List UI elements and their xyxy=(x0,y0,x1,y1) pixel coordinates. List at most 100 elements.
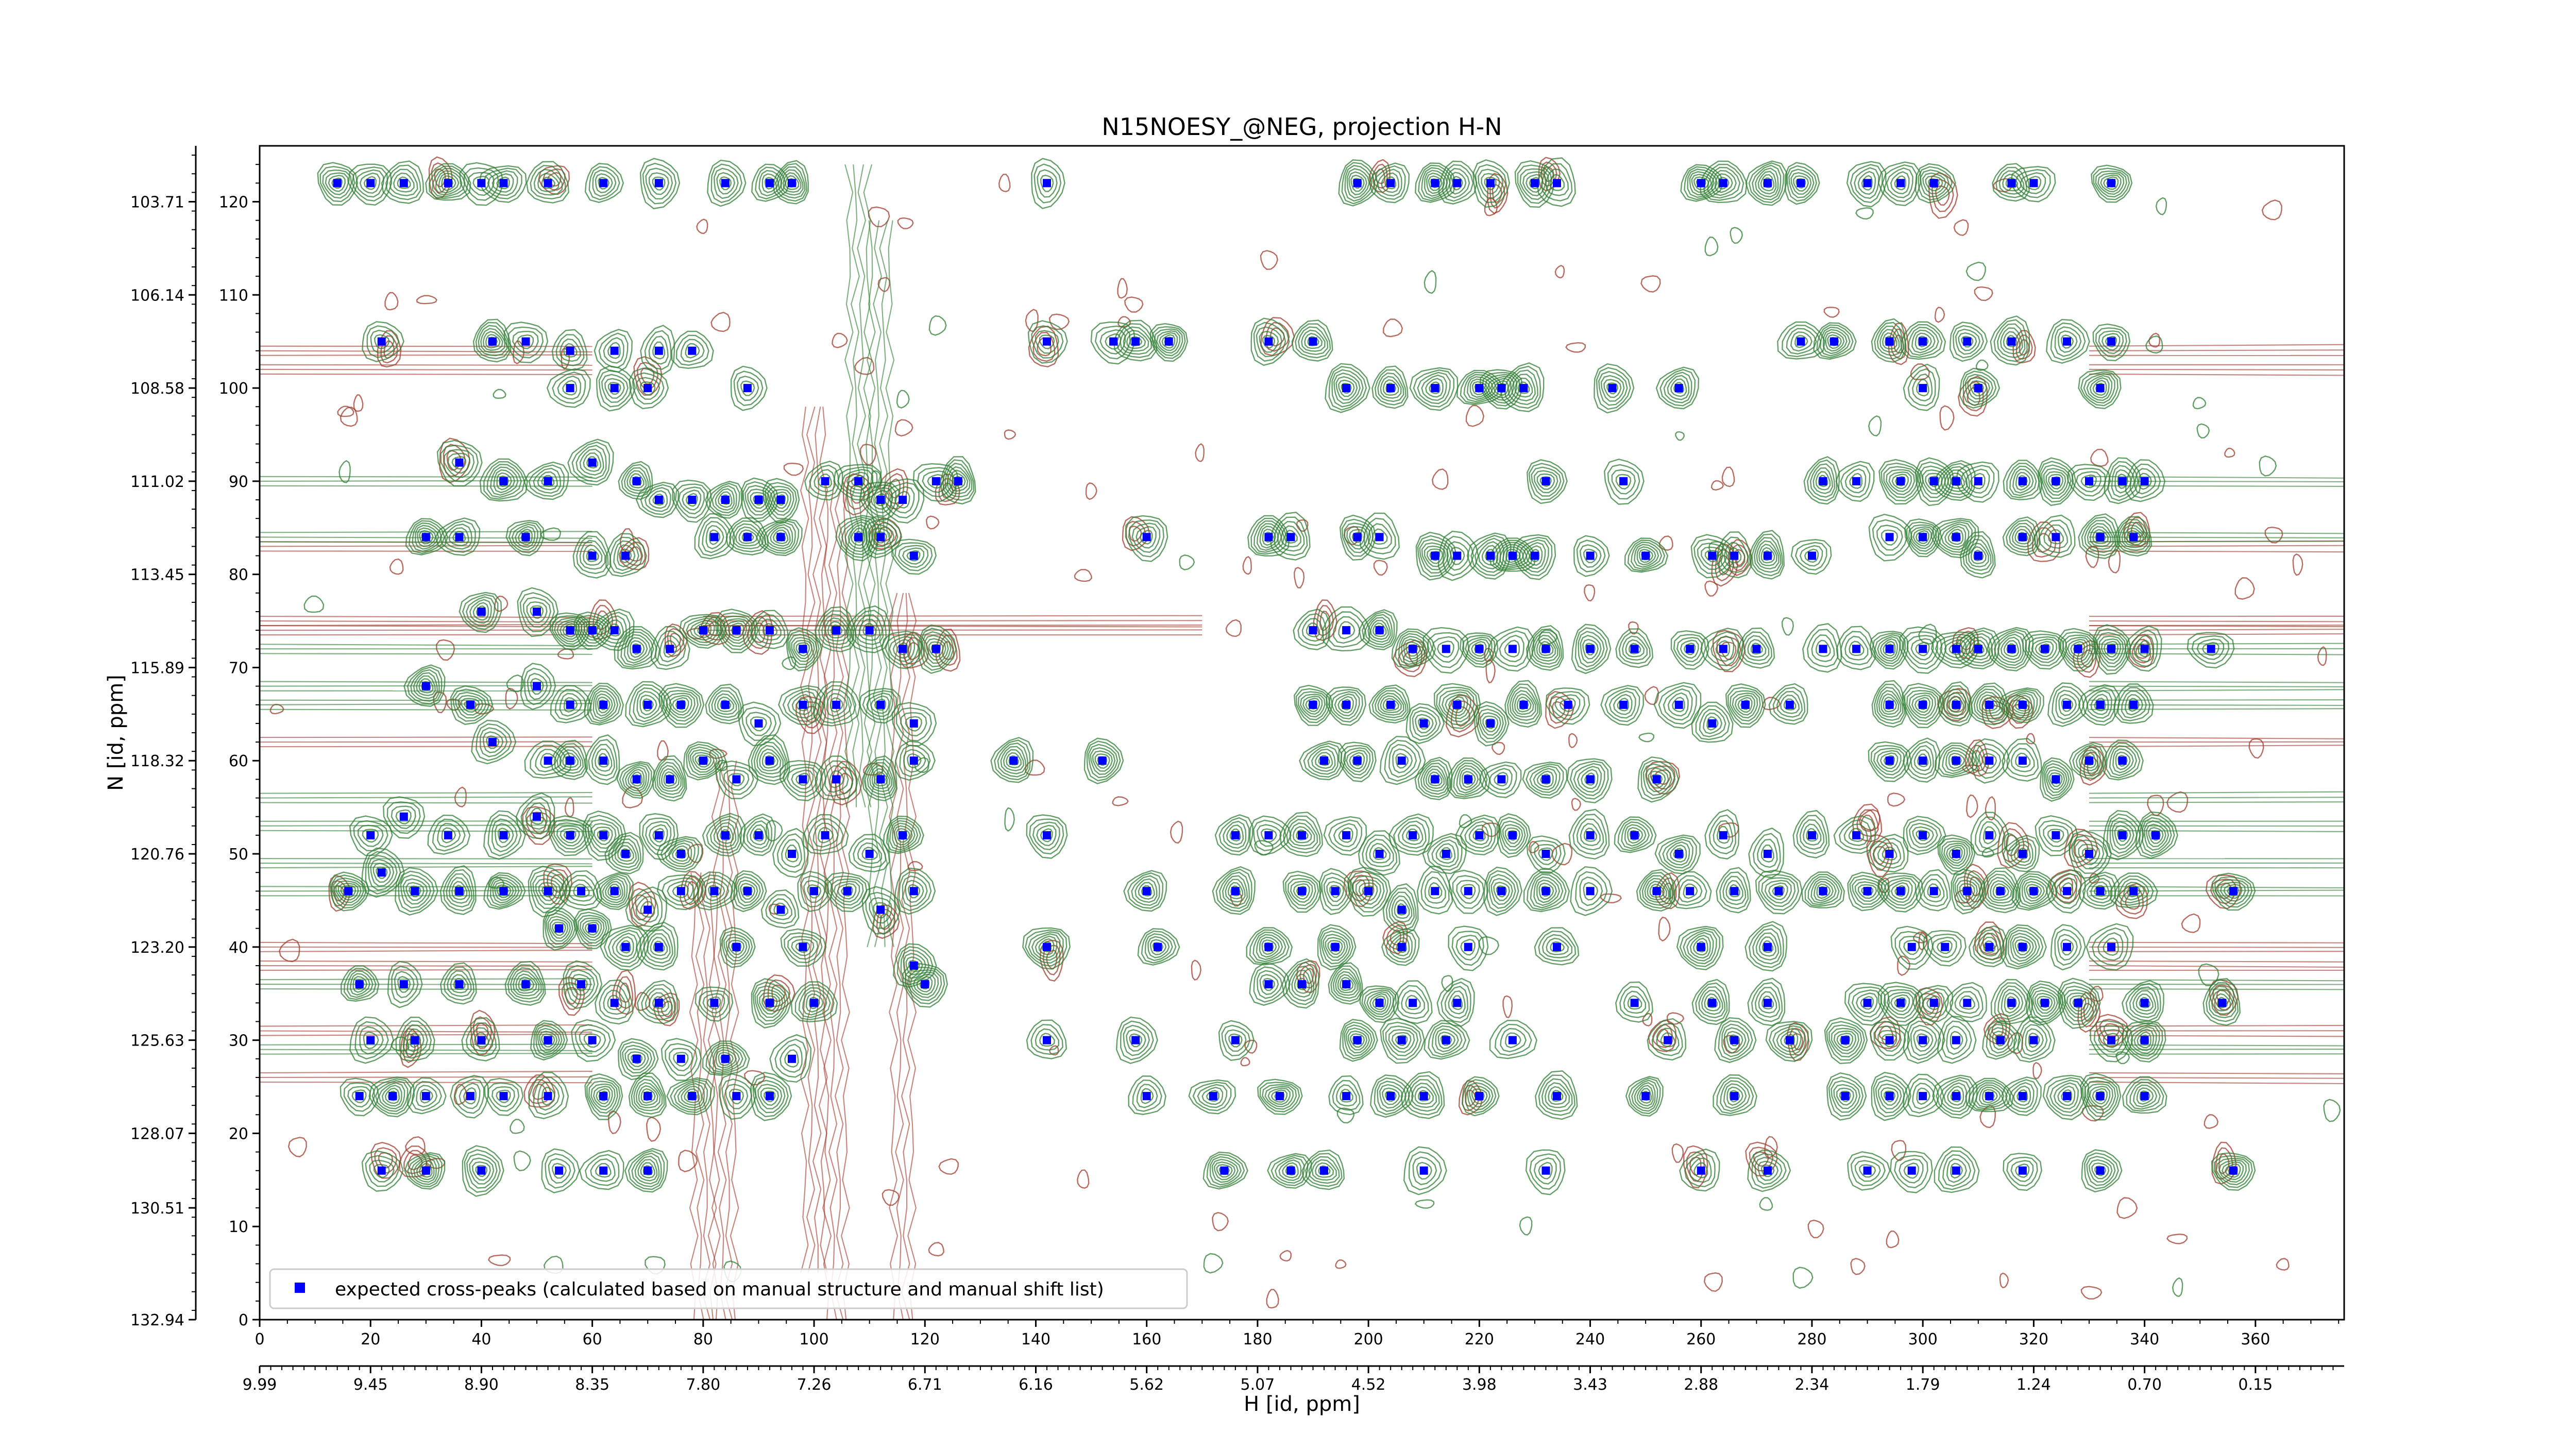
contour-line xyxy=(612,969,636,1015)
contour-ridge xyxy=(812,407,822,1273)
contour-line xyxy=(1424,877,1446,904)
expected-peak-marker xyxy=(1431,179,1439,188)
contour-line xyxy=(2133,1029,2155,1051)
expected-peak-marker xyxy=(1541,850,1550,858)
contour-line xyxy=(2220,882,2246,902)
contour-line xyxy=(2013,844,2031,863)
contour-line xyxy=(697,874,734,908)
contour-line xyxy=(894,867,936,915)
expected-peak-marker xyxy=(1852,831,1861,839)
contour-line xyxy=(1684,1153,1716,1188)
contour-line xyxy=(1992,1031,2010,1050)
contour-line xyxy=(2121,524,2146,548)
contour-line xyxy=(769,898,793,920)
expected-peak-marker xyxy=(909,887,918,896)
contour-line xyxy=(604,378,625,399)
contour-line xyxy=(1527,459,1568,504)
contour-line xyxy=(1959,367,2001,409)
expected-peak-marker xyxy=(1164,337,1173,346)
contour-line xyxy=(637,1159,658,1182)
contour-line xyxy=(1949,986,1984,1018)
contour-line xyxy=(303,595,325,613)
contour-line xyxy=(1701,989,1723,1015)
expected-peak-marker xyxy=(2151,831,2160,839)
contour-line xyxy=(660,837,699,870)
contour-line xyxy=(1083,737,1124,784)
contour-line xyxy=(871,768,890,789)
contour-line xyxy=(541,885,554,898)
contour-line xyxy=(1367,617,1391,643)
contour-line xyxy=(663,690,699,722)
contour-line xyxy=(1323,934,1348,961)
contour-line xyxy=(1197,1084,1228,1108)
contour-line xyxy=(1604,687,1640,722)
contour-line xyxy=(1919,874,1948,907)
contour-line xyxy=(683,741,726,781)
contour-line xyxy=(2123,882,2145,901)
contour-line xyxy=(2211,872,2256,911)
expected-peak-marker xyxy=(421,1166,430,1175)
contour-line xyxy=(827,875,868,909)
contour-line xyxy=(1340,976,1354,991)
contour-line xyxy=(907,753,922,769)
expected-peak-marker xyxy=(876,905,885,914)
contour-line xyxy=(666,693,696,719)
contour-line xyxy=(1634,544,1659,568)
contour-line xyxy=(2006,462,2040,498)
contour-line xyxy=(1754,537,1782,573)
contour-line xyxy=(1325,363,1370,413)
contour-line xyxy=(1747,978,1786,1026)
contour-line xyxy=(1128,519,1165,558)
contour-line xyxy=(1000,746,1027,774)
contour-line xyxy=(2003,460,2043,500)
contour-line xyxy=(1948,695,1964,713)
contour-line xyxy=(2002,828,2025,863)
contour-streak xyxy=(260,863,592,865)
contour-line xyxy=(895,828,910,843)
contour-line xyxy=(636,690,661,719)
contour-line xyxy=(1642,763,1672,796)
contour-line xyxy=(1502,824,1523,848)
expected-peak-marker xyxy=(1730,887,1739,896)
contour-line xyxy=(2039,461,2074,503)
x-tick-label: 300 xyxy=(1908,1330,1938,1349)
contour-line xyxy=(1906,521,1940,555)
contour-line xyxy=(1850,1258,1866,1275)
contour-line xyxy=(1120,326,1152,355)
contour-streak xyxy=(2089,545,2344,547)
contour-line xyxy=(600,924,649,971)
contour-line xyxy=(559,749,582,771)
contour-line xyxy=(1571,798,1581,811)
contour-line xyxy=(645,988,673,1017)
contour-line xyxy=(1877,161,1921,207)
expected-peak-marker xyxy=(477,608,486,616)
expected-peak-marker xyxy=(1863,999,1872,1007)
contour-line xyxy=(2080,474,2097,488)
contour-line xyxy=(478,325,508,357)
contour-line xyxy=(1218,817,1250,852)
contour-line xyxy=(1776,1027,1802,1053)
contour-line xyxy=(2035,815,2078,856)
y-ppm-tick-label: 123.20 xyxy=(130,939,184,957)
contour-line xyxy=(1638,732,1655,743)
x-ppm-tick-label: 3.98 xyxy=(1462,1376,1497,1394)
expected-peak-marker xyxy=(2007,645,2016,653)
expected-peak-marker xyxy=(710,533,719,542)
contour-line xyxy=(1990,880,2012,901)
contour-line xyxy=(867,762,894,796)
contour-line xyxy=(763,1090,776,1103)
contour-line xyxy=(545,1153,575,1189)
expected-peak-marker xyxy=(1985,700,1994,709)
expected-peak-marker xyxy=(1231,831,1240,839)
contour-line xyxy=(750,492,768,509)
contour-line xyxy=(1654,834,1701,874)
contour-line xyxy=(1937,521,1973,553)
contour-line xyxy=(1094,753,1110,769)
contour-line xyxy=(821,613,852,645)
contour-line xyxy=(1955,328,1981,355)
contour-line xyxy=(1802,623,1842,673)
expected-peak-marker xyxy=(455,887,464,896)
contour-line xyxy=(951,473,966,490)
contour-line xyxy=(1496,813,1531,858)
contour-line xyxy=(2204,1114,2219,1129)
